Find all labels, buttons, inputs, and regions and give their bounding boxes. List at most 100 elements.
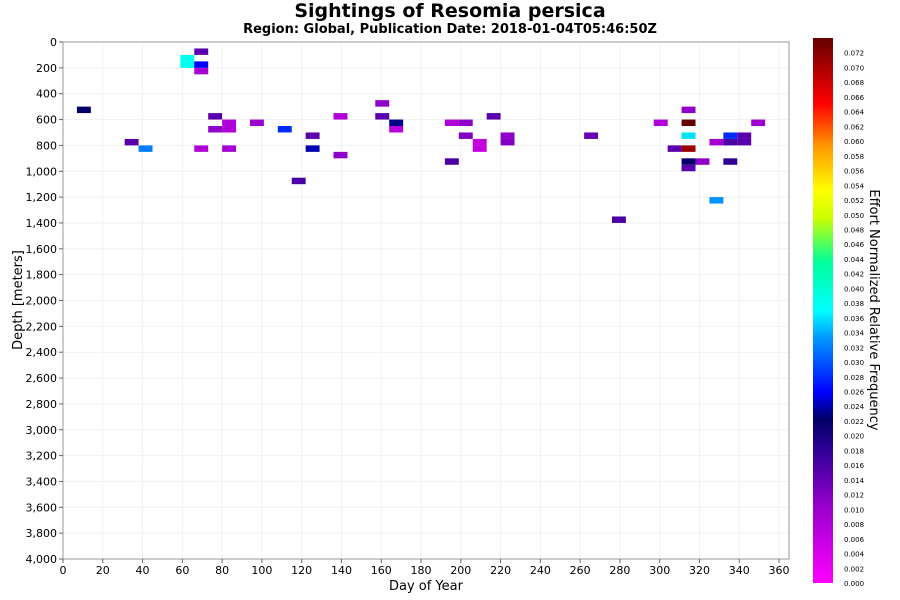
colorbar-tick-label: 0.020 [844,433,864,441]
heatmap-cell [737,138,752,146]
y-tick-label: 1,200 [26,191,58,204]
colorbar-tick-label: 0.054 [844,182,865,190]
y-tick-label: 2,600 [26,372,58,385]
heatmap-cell [277,126,292,133]
heatmap-cell [333,151,348,159]
x-tick-label: 340 [729,564,750,577]
heatmap-cell [222,145,237,152]
x-axis: 0 20 40 60 80 100 120 140 160 180 200 220 240 260 280 3… [60,559,790,577]
colorbar-tick-label: 0.004 [844,551,865,559]
x-tick-label: 200 [450,564,471,577]
colorbar-tick-label: 0.026 [844,389,865,397]
colorbar-tick-label: 0.066 [844,94,865,102]
heatmap-cell [194,61,209,68]
y-tick-label: 3,000 [26,424,58,437]
heatmap-cell [222,126,237,133]
heatmap-cell [208,126,223,133]
heatmap-cell [138,145,153,152]
colorbar-tick-label: 0.022 [844,418,864,426]
colorbar-tick-label: 0.010 [844,506,864,514]
heatmap-cell [681,119,696,127]
y-tick-label: 3,400 [26,475,58,488]
heatmap-cell [458,119,473,127]
heatmap-cell [751,119,766,127]
heatmap-cell [222,119,237,127]
heatmap-cell [472,138,487,146]
colorbar-tick-label: 0.016 [844,462,865,470]
colorbar-tick-label: 0.058 [844,153,864,161]
colorbar-label: Effort Normalized Relative Frequency [866,189,881,431]
y-axis-label: Depth [meters] [11,250,26,350]
heatmap-cell [444,158,459,165]
colorbar-tick-label: 0.030 [844,359,864,367]
colorbar [813,38,833,583]
heatmap-cell [180,61,195,68]
heatmap-cell [681,132,696,139]
y-tick-label: 1,000 [26,165,58,178]
colorbar-tick-label: 0.060 [844,138,864,146]
colorbar-tick-label: 0.056 [844,168,865,176]
y-tick-label: 0 [50,36,57,49]
colorbar-tick-label: 0.006 [844,536,865,544]
heatmap-cell [584,132,599,139]
colorbar-tick-label: 0.040 [844,285,864,293]
heatmap-cell [681,158,696,165]
x-tick-label: 220 [490,564,511,577]
heatmap-cell [291,177,306,185]
heatmap-cell [681,164,696,172]
heatmap-cell [194,48,209,55]
colorbar-tick-label: 0.014 [844,477,865,485]
y-tick-label: 2,000 [26,295,58,308]
heatmap-cell [681,145,696,152]
y-tick-label: 400 [36,88,57,101]
y-tick-label: 800 [36,139,57,152]
heatmap-cell [723,138,738,146]
heatmap-cell [389,119,404,127]
heatmap-cell [333,113,348,120]
colorbar-tick-label: 0.008 [844,521,864,529]
heatmap-cell [695,158,710,165]
heatmap-cell [194,145,209,152]
heatmap-cell [611,216,626,223]
colorbar-tick-label: 0.052 [844,197,864,205]
heatmap-cell [194,67,209,75]
y-tick-label: 3,800 [26,527,58,540]
grid-lines [62,41,789,560]
heatmap-cell [681,106,696,114]
colorbar-tick-label: 0.044 [844,256,865,264]
heatmap-cell [472,145,487,152]
colorbar-tick-label: 0.042 [844,271,864,279]
y-tick-label: 2,200 [26,320,58,333]
colorbar-tick-label: 0.012 [844,492,864,500]
x-tick-label: 180 [411,564,432,577]
heatmap-cell [500,138,515,146]
heatmap-cell [375,113,390,120]
x-tick-label: 320 [689,564,710,577]
heatmap-cell [305,145,320,152]
x-tick-label: 0 [60,564,67,577]
heatmap-cell [444,119,459,127]
heatmap-cell [180,54,195,62]
colorbar-tick-label: 0.038 [844,300,864,308]
heatmap-cell [249,119,264,127]
heatmap-cell [305,132,320,139]
y-tick-label: 1,800 [26,269,58,282]
heatmap-cell [486,113,501,120]
y-tick-label: 2,800 [26,398,58,411]
y-axis: 0 200 400 600 800 1,000 1,200 1,400 1,600 1,800 2,… [26,36,63,566]
colorbar-tick-label: 0.028 [844,374,864,382]
x-tick-label: 240 [530,564,551,577]
x-tick-label: 280 [609,564,630,577]
colorbar-tick-label: 0.032 [844,344,864,352]
x-tick-label: 60 [175,564,189,577]
heatmap-cell [709,138,724,146]
y-tick-label: 4,000 [26,553,58,566]
y-tick-label: 1,600 [26,243,58,256]
heatmap-cells [76,48,766,223]
heatmap-cell [653,119,668,127]
x-tick-label: 360 [769,564,790,577]
x-tick-label: 260 [570,564,591,577]
y-tick-label: 200 [36,62,57,75]
colorbar-tick-label: 0.062 [844,123,864,131]
